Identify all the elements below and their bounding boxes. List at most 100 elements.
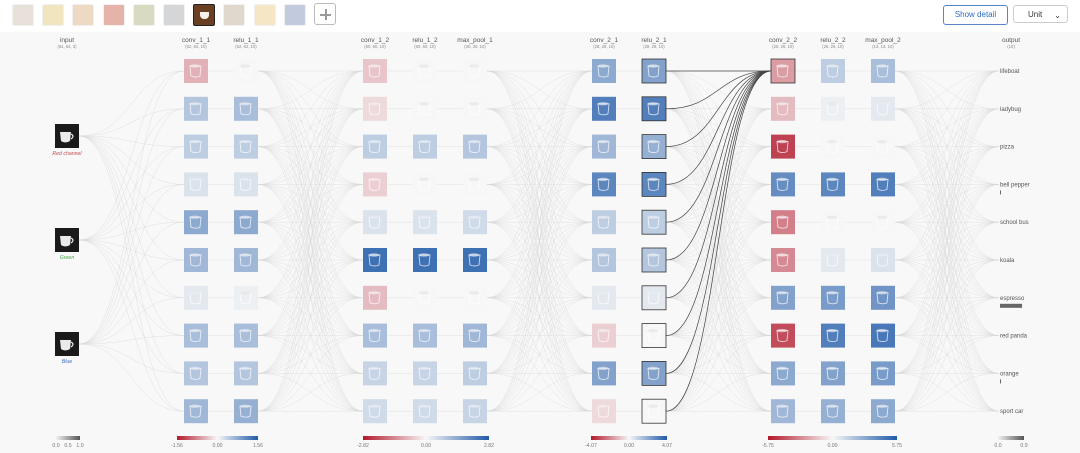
- node-max_pool_1-9[interactable]: [463, 399, 487, 424]
- output-class[interactable]: sport car: [1000, 409, 1023, 415]
- node-relu_1_2-2[interactable]: [413, 134, 437, 159]
- node-max_pool_2-0[interactable]: [871, 59, 895, 83]
- node-relu_2_1-3[interactable]: [641, 171, 667, 197]
- node-relu_1_1-9[interactable]: [234, 399, 258, 424]
- node-conv_2_1-1[interactable]: [592, 96, 616, 121]
- node-relu_1_2-9[interactable]: [413, 399, 437, 424]
- node-max_pool_1-0[interactable]: [463, 59, 487, 83]
- node-relu_1_2-5[interactable]: [413, 248, 437, 272]
- thumb-10[interactable]: [283, 4, 306, 26]
- node-conv_1_2-2[interactable]: [363, 134, 387, 159]
- node-relu_1_1-7[interactable]: [234, 323, 258, 348]
- thumb-8[interactable]: [223, 4, 246, 26]
- node-relu_1_2-1[interactable]: [413, 96, 437, 121]
- input-node-2[interactable]: [55, 332, 79, 356]
- node-conv_2_2-3[interactable]: [771, 172, 795, 197]
- plus-icon[interactable]: [314, 3, 336, 25]
- node-conv_2_2-9[interactable]: [771, 399, 795, 424]
- node-relu_1_1-2[interactable]: [234, 134, 258, 159]
- node-relu_1_1-0[interactable]: [234, 59, 258, 83]
- node-conv_2_1-9[interactable]: [592, 399, 616, 424]
- node-relu_2_1-1[interactable]: [641, 96, 667, 122]
- node-max_pool_2-5[interactable]: [871, 248, 895, 272]
- node-conv_1_1-7[interactable]: [184, 323, 208, 348]
- output-class[interactable]: red panda: [1000, 334, 1028, 340]
- output-class[interactable]: pizza: [1000, 145, 1015, 151]
- node-relu_2_2-4[interactable]: [821, 210, 845, 235]
- node-relu_1_2-4[interactable]: [413, 210, 437, 235]
- node-max_pool_2-1[interactable]: [871, 96, 895, 121]
- node-conv_2_2-7[interactable]: [771, 323, 795, 348]
- node-relu_1_2-3[interactable]: [413, 172, 437, 197]
- output-class[interactable]: espresso: [1000, 296, 1025, 308]
- unit-select[interactable]: Unit ⌄: [1013, 5, 1068, 23]
- node-conv_2_2-4[interactable]: [771, 210, 795, 235]
- node-conv_2_2-1[interactable]: [771, 96, 795, 121]
- node-conv_1_2-0[interactable]: [363, 59, 387, 83]
- node-max_pool_1-2[interactable]: [463, 134, 487, 159]
- thumb-2[interactable]: [42, 4, 65, 26]
- node-conv_1_1-4[interactable]: [184, 210, 208, 235]
- node-max_pool_1-1[interactable]: [463, 96, 487, 121]
- node-relu_2_1-2[interactable]: [641, 134, 667, 159]
- node-relu_1_1-6[interactable]: [234, 285, 258, 310]
- output-class[interactable]: ladybug: [1000, 107, 1021, 113]
- node-conv_1_2-7[interactable]: [363, 323, 387, 348]
- node-relu_2_1-0[interactable]: [641, 58, 667, 84]
- output-class[interactable]: school bus: [1000, 220, 1029, 226]
- node-max_pool_2-8[interactable]: [871, 361, 895, 386]
- node-relu_1_1-4[interactable]: [234, 210, 258, 235]
- node-relu_2_1-4[interactable]: [641, 209, 667, 235]
- thumb-5[interactable]: [132, 4, 155, 26]
- node-max_pool_1-6[interactable]: [463, 285, 487, 310]
- node-relu_1_2-0[interactable]: [413, 59, 437, 83]
- node-conv_2_2-6[interactable]: [771, 285, 795, 310]
- node-relu_1_1-5[interactable]: [234, 248, 258, 272]
- thumb-7[interactable]: [193, 4, 216, 26]
- output-class[interactable]: lifeboat: [1000, 69, 1020, 75]
- node-conv_1_2-3[interactable]: [363, 172, 387, 197]
- node-conv_2_1-6[interactable]: [592, 285, 616, 310]
- node-relu_2_2-3[interactable]: [821, 172, 845, 197]
- node-max_pool_1-8[interactable]: [463, 361, 487, 386]
- node-conv_1_2-1[interactable]: [363, 96, 387, 121]
- node-max_pool_2-2[interactable]: [871, 134, 895, 159]
- node-relu_1_2-7[interactable]: [413, 323, 437, 348]
- node-relu_1_1-8[interactable]: [234, 361, 258, 386]
- output-class[interactable]: bell pepper: [1000, 182, 1030, 195]
- node-relu_2_1-9[interactable]: [641, 398, 667, 424]
- node-relu_1_2-6[interactable]: [413, 285, 437, 310]
- node-conv_2_1-7[interactable]: [592, 323, 616, 348]
- node-max_pool_2-3[interactable]: [871, 172, 895, 197]
- node-max_pool_1-3[interactable]: [463, 172, 487, 197]
- node-relu_2_2-7[interactable]: [821, 323, 845, 348]
- node-conv_1_2-5[interactable]: [363, 248, 387, 272]
- node-conv_2_2-2[interactable]: [771, 134, 795, 159]
- node-conv_2_2-0[interactable]: [770, 58, 796, 84]
- node-conv_1_1-1[interactable]: [184, 96, 208, 121]
- node-relu_2_2-2[interactable]: [821, 134, 845, 159]
- thumb-3[interactable]: [72, 4, 95, 26]
- node-relu_2_2-8[interactable]: [821, 361, 845, 386]
- node-conv_2_1-2[interactable]: [592, 134, 616, 159]
- thumb-4[interactable]: [102, 4, 125, 26]
- node-relu_1_1-1[interactable]: [234, 96, 258, 121]
- thumb-1[interactable]: [12, 4, 34, 26]
- node-conv_2_2-8[interactable]: [771, 361, 795, 386]
- output-class[interactable]: koala: [1000, 258, 1015, 264]
- node-relu_2_2-6[interactable]: [821, 285, 845, 310]
- node-conv_2_1-5[interactable]: [592, 248, 616, 272]
- node-relu_2_1-8[interactable]: [641, 360, 667, 386]
- node-conv_1_1-9[interactable]: [184, 399, 208, 424]
- node-max_pool_2-4[interactable]: [871, 210, 895, 235]
- node-max_pool_1-5[interactable]: [463, 248, 487, 272]
- node-conv_1_2-6[interactable]: [363, 285, 387, 310]
- node-conv_1_2-4[interactable]: [363, 210, 387, 235]
- node-max_pool_1-4[interactable]: [463, 210, 487, 235]
- node-max_pool_2-7[interactable]: [871, 323, 895, 348]
- node-conv_1_2-8[interactable]: [363, 361, 387, 386]
- node-relu_1_1-3[interactable]: [234, 172, 258, 197]
- node-relu_2_2-1[interactable]: [821, 96, 845, 121]
- node-conv_2_1-3[interactable]: [592, 172, 616, 197]
- node-conv_2_1-8[interactable]: [592, 361, 616, 386]
